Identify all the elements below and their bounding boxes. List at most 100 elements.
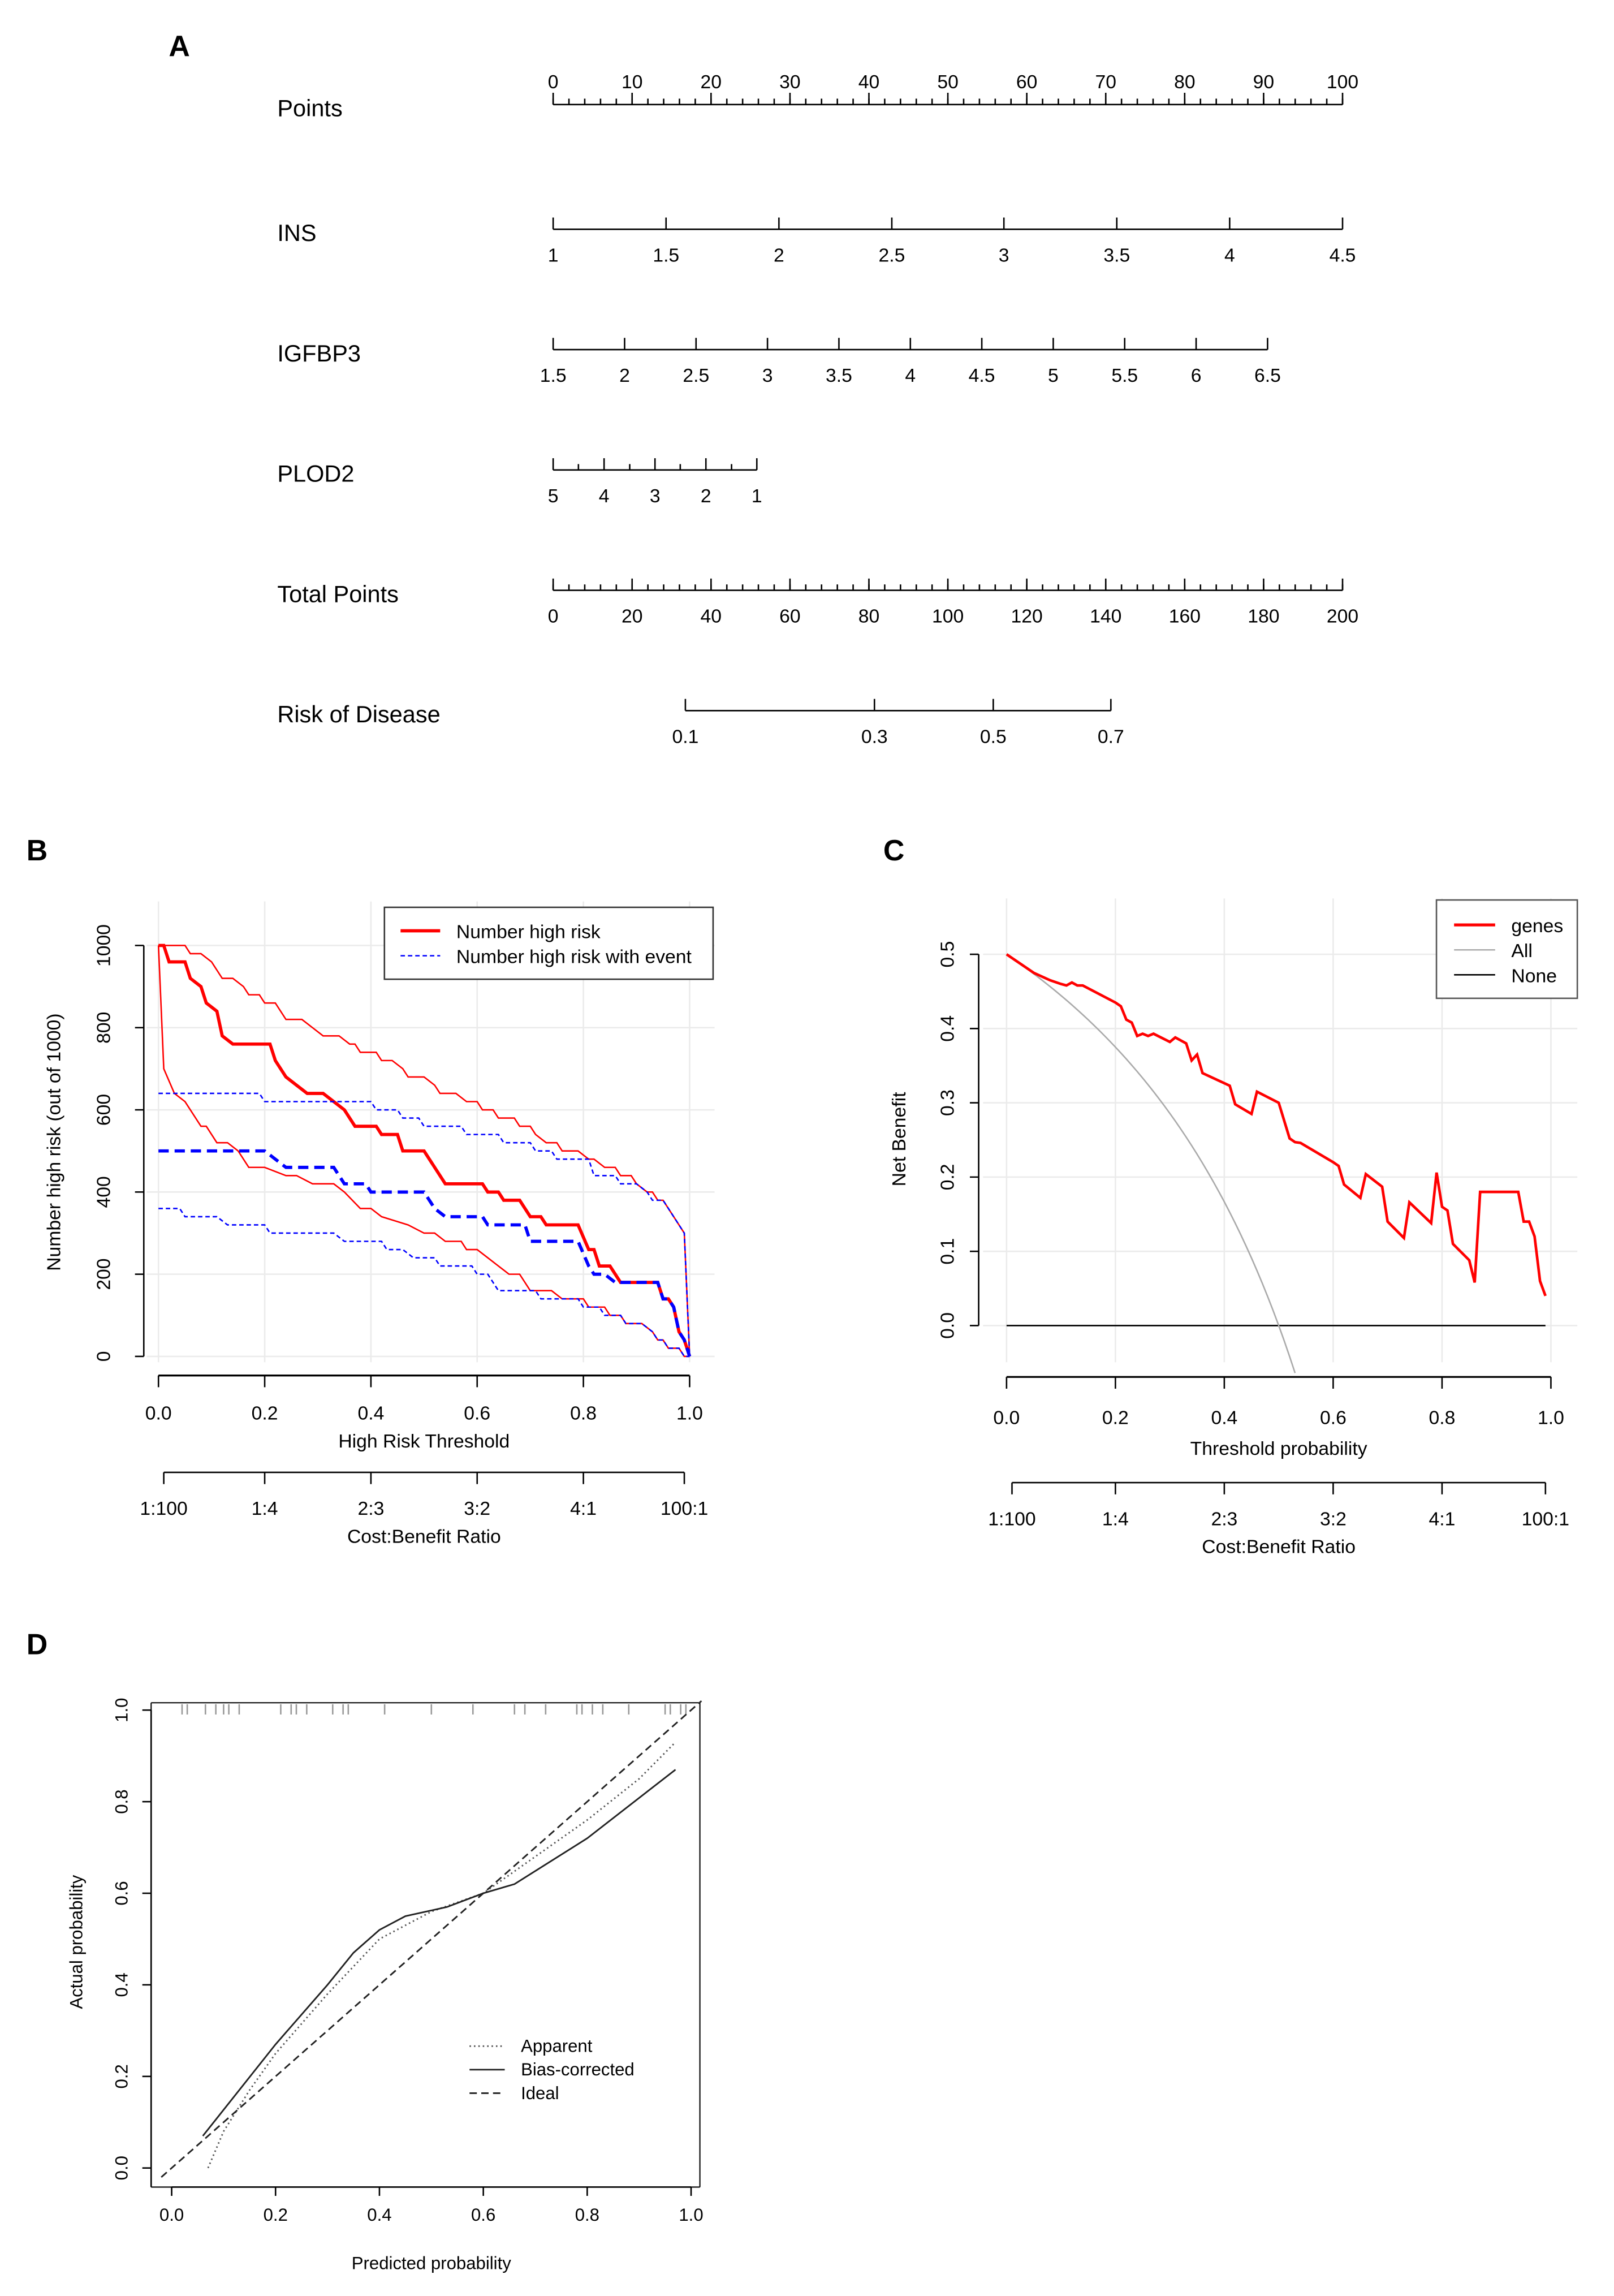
nomogram-tick-label: 3 — [762, 365, 773, 386]
nomogram-tick-label: 3.5 — [1103, 244, 1130, 266]
y-tick-label: 0.6 — [112, 1881, 132, 1905]
cost-benefit-tick-label: 3:2 — [1320, 1508, 1347, 1530]
y-tick-label: 0.4 — [937, 1015, 958, 1042]
nomogram-tick-label: 1.5 — [653, 244, 679, 266]
cost-benefit-tick-label: 2:3 — [357, 1498, 384, 1519]
nomogram-row-label: Total Points — [277, 580, 399, 607]
legend-label: Number high risk with event — [456, 946, 692, 968]
series-line — [158, 1149, 692, 1357]
legend-label: Bias-corrected — [521, 2060, 635, 2079]
y-tick-label: 0.2 — [112, 2064, 132, 2088]
legend-label: All — [1511, 940, 1532, 962]
nomogram-tick-label: 80 — [858, 606, 880, 627]
x-tick-label: 0.2 — [252, 1402, 278, 1424]
x-tick-label: 0.6 — [471, 2205, 495, 2225]
nomogram-tick-label: 100 — [932, 606, 964, 627]
cost-benefit-tick-label: 100:1 — [661, 1498, 708, 1519]
y-tick-label: 1.0 — [112, 1698, 132, 1722]
nomogram-tick-label: 3.5 — [826, 365, 852, 386]
nomogram-tick-label: 1 — [752, 485, 762, 507]
nomogram-tick-label: 180 — [1248, 606, 1279, 627]
nomogram-tick-label: 5 — [548, 485, 559, 507]
nomogram-tick-label: 20 — [701, 71, 722, 93]
series-line — [158, 944, 692, 1357]
nomogram-tick-label: 0.7 — [1098, 726, 1124, 747]
cost-benefit-axis-title: Cost:Benefit Ratio — [1202, 1536, 1356, 1558]
nomogram-tick-label: 100 — [1327, 71, 1358, 93]
calibration-curve: 0.0 0.2 0.4 0.6 0.8 1.0 Actual probability 0.0 0… — [66, 1698, 703, 2273]
x-tick-label: 0.8 — [1429, 1407, 1455, 1428]
nomogram-row-label: PLOD2 — [277, 460, 354, 487]
cost-benefit-tick-label: 100:1 — [1522, 1508, 1569, 1530]
x-tick-label: 0.8 — [575, 2205, 599, 2225]
nomogram-tick-label: 6 — [1191, 365, 1202, 386]
legend-label: genes — [1511, 915, 1563, 937]
y-tick-label: 600 — [93, 1094, 115, 1126]
nomogram-tick-label: 2 — [774, 244, 784, 266]
panel-label-b: B — [27, 834, 48, 867]
nomogram-tick-label: 4 — [905, 365, 916, 386]
nomogram-row-label: IGFBP3 — [277, 340, 361, 367]
y-tick-label: 0.3 — [937, 1089, 958, 1116]
x-tick-label: 1.0 — [676, 1402, 703, 1424]
series-line-genes — [1005, 953, 1547, 1296]
y-tick-label: 0.0 — [112, 2156, 132, 2180]
nomogram-tick-label: 4.5 — [969, 365, 995, 386]
nomogram-tick-label: 20 — [622, 606, 643, 627]
legend-box — [383, 906, 714, 980]
nomogram-tick-label: 60 — [779, 606, 801, 627]
cost-benefit-tick-label: 1:100 — [140, 1498, 187, 1519]
y-tick-label: 800 — [93, 1012, 115, 1044]
legend-label: Apparent — [521, 2036, 593, 2056]
y-tick-label: 0.2 — [937, 1164, 958, 1190]
cost-benefit-tick-label: 4:1 — [1429, 1508, 1455, 1530]
x-axis-title: High Risk Threshold — [338, 1431, 510, 1452]
nomogram-tick-label: 4 — [1224, 244, 1235, 266]
calibration-line-dotted — [207, 1741, 676, 2169]
x-tick-label: 0.6 — [464, 1402, 490, 1424]
nomogram-row-label: Risk of Disease — [277, 701, 440, 727]
x-tick-label: 0.0 — [145, 1402, 172, 1424]
y-tick-label: 0.0 — [937, 1312, 958, 1339]
x-tick-label: 1.0 — [1538, 1407, 1564, 1428]
x-tick-label: 0.4 — [357, 1402, 384, 1424]
y-tick-label: 400 — [93, 1176, 115, 1208]
cost-benefit-tick-label: 1:100 — [988, 1508, 1035, 1530]
nomogram-tick-label: 80 — [1174, 71, 1196, 93]
nomogram-tick-label: 40 — [701, 606, 722, 627]
y-tick-label: 0 — [93, 1351, 115, 1362]
x-tick-label: 0.2 — [264, 2205, 288, 2225]
nomogram-tick-label: 4 — [599, 485, 610, 507]
nomogram-tick-label: 160 — [1169, 606, 1201, 627]
x-axis-title: Threshold probability — [1190, 1438, 1367, 1459]
nomogram-tick-label: 200 — [1327, 606, 1358, 627]
cost-benefit-tick-label: 1:4 — [1102, 1508, 1129, 1530]
nomogram-tick-label: 2 — [701, 485, 711, 507]
series-line-all — [1006, 953, 1296, 1373]
cost-benefit-tick-label: 4:1 — [570, 1498, 597, 1519]
y-tick-label: 0.1 — [937, 1238, 958, 1265]
y-axis-title: Net Benefit — [888, 1092, 910, 1186]
x-tick-label: 0.0 — [159, 2205, 184, 2225]
y-axis-title: Actual probability — [66, 1875, 86, 2009]
decision-curve: 0.0 0.1 0.2 0.3 0.4 0.5 Net Benefit 0.0 0.2 0.4 0.… — [888, 898, 1578, 1558]
panel-label-d: D — [27, 1628, 48, 1661]
cost-benefit-axis-title: Cost:Benefit Ratio — [347, 1526, 501, 1547]
series-line — [158, 945, 691, 1356]
x-tick-label: 1.0 — [679, 2205, 703, 2225]
nomogram-tick-label: 1 — [548, 244, 559, 266]
nomogram-tick-label: 5.5 — [1111, 365, 1138, 386]
nomogram-tick-label: 140 — [1090, 606, 1121, 627]
nomogram-row-label: INS — [277, 219, 316, 246]
y-tick-label: 200 — [93, 1258, 115, 1290]
y-tick-label: 1000 — [93, 924, 115, 967]
cost-benefit-tick-label: 2:3 — [1211, 1508, 1237, 1530]
legend-label: Ideal — [521, 2083, 559, 2103]
nomogram-tick-label: 2.5 — [683, 365, 709, 386]
nomogram-tick-label: 0.1 — [672, 726, 699, 747]
nomogram-tick-label: 5 — [1048, 365, 1059, 386]
y-axis-title: Number high risk (out of 1000) — [43, 1013, 64, 1270]
legend-label: None — [1511, 965, 1557, 987]
